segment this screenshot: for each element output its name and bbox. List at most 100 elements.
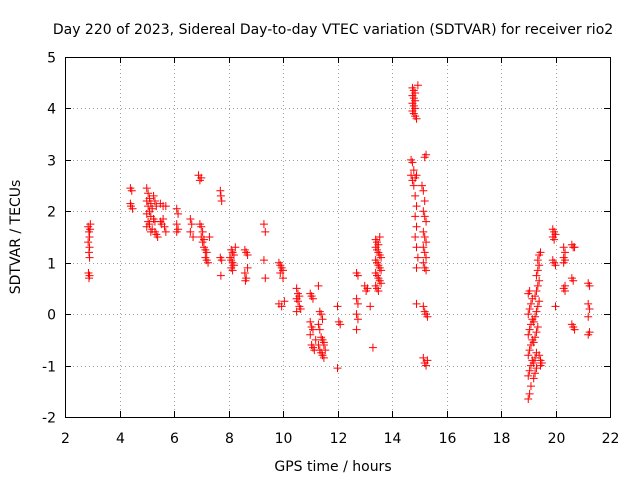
data-point-marker xyxy=(533,281,542,290)
data-point-marker xyxy=(532,328,541,337)
data-point-marker xyxy=(535,261,544,270)
data-point-marker xyxy=(532,364,541,373)
x-tick-label: 12 xyxy=(330,431,348,447)
data-point-marker xyxy=(161,227,170,236)
data-point-marker xyxy=(85,253,94,262)
data-points xyxy=(84,81,594,403)
data-point-marker xyxy=(198,238,207,247)
data-point-marker xyxy=(412,114,421,123)
data-point-marker xyxy=(375,233,384,241)
data-point-marker xyxy=(311,335,320,344)
data-point-marker xyxy=(353,271,362,280)
plot-frame xyxy=(65,57,611,418)
data-point-marker xyxy=(292,284,301,293)
data-point-marker xyxy=(535,276,544,285)
data-point-marker xyxy=(551,302,560,311)
data-point-marker xyxy=(292,307,301,316)
data-point-marker xyxy=(413,253,422,262)
data-point-marker xyxy=(352,294,361,303)
data-point-marker xyxy=(217,197,226,205)
data-point-marker xyxy=(318,315,327,324)
data-point-marker xyxy=(172,227,181,236)
data-point-marker xyxy=(280,297,289,306)
data-point-marker xyxy=(128,204,137,213)
data-point-marker xyxy=(526,299,535,308)
data-point-marker xyxy=(174,209,183,218)
data-point-marker xyxy=(412,222,421,231)
data-point-marker xyxy=(585,305,594,313)
data-point-marker xyxy=(319,341,328,349)
y-tick-label: 1 xyxy=(47,257,56,273)
y-tick-label: 3 xyxy=(47,154,56,170)
x-axis-label: GPS time / hours xyxy=(274,459,391,475)
data-point-marker xyxy=(525,346,534,355)
data-point-marker xyxy=(229,251,238,259)
data-point-marker xyxy=(525,305,534,313)
data-point-marker xyxy=(84,274,93,283)
data-point-marker xyxy=(240,269,249,277)
data-point-marker xyxy=(228,266,237,275)
data-point-marker xyxy=(559,243,568,252)
data-point-marker xyxy=(524,310,533,319)
data-point-marker xyxy=(419,243,428,252)
data-point-marker xyxy=(533,256,542,265)
data-point-marker xyxy=(422,238,431,247)
data-point-marker xyxy=(204,258,213,267)
data-point-marker xyxy=(127,186,136,195)
x-tick-label: 20 xyxy=(548,431,566,447)
data-point-marker xyxy=(353,299,362,308)
data-point-marker xyxy=(144,189,153,198)
data-point-marker xyxy=(317,310,326,319)
data-point-marker xyxy=(152,202,161,211)
data-point-marker xyxy=(216,186,225,195)
data-point-marker xyxy=(153,233,162,241)
data-point-marker xyxy=(409,166,418,175)
data-point-marker xyxy=(377,266,386,275)
data-point-marker xyxy=(277,302,286,311)
data-point-marker xyxy=(417,181,426,190)
data-point-marker xyxy=(413,81,422,90)
x-tick-label: 4 xyxy=(116,431,125,447)
data-point-marker xyxy=(293,297,302,306)
data-point-marker xyxy=(584,330,593,339)
data-point-marker xyxy=(420,197,429,205)
data-point-marker xyxy=(569,276,578,285)
data-point-marker xyxy=(559,258,568,267)
data-point-marker xyxy=(525,325,534,334)
data-point-marker xyxy=(531,333,540,342)
data-point-marker xyxy=(529,338,538,347)
data-point-marker xyxy=(529,317,538,326)
data-point-marker xyxy=(144,217,153,226)
data-point-marker xyxy=(525,389,534,398)
data-point-marker xyxy=(570,325,579,334)
data-point-marker xyxy=(377,279,386,288)
data-point-marker xyxy=(231,243,240,252)
data-point-marker xyxy=(422,217,431,226)
data-point-marker xyxy=(86,220,95,229)
data-point-marker xyxy=(525,287,534,295)
data-point-marker xyxy=(363,284,372,293)
data-point-marker xyxy=(241,276,250,285)
data-point-marker xyxy=(531,353,540,362)
data-point-marker xyxy=(225,253,234,262)
data-point-marker xyxy=(551,261,560,270)
data-point-marker xyxy=(336,320,345,329)
data-point-marker xyxy=(377,253,386,262)
y-tick-label: -2 xyxy=(42,411,56,427)
data-point-marker xyxy=(159,215,168,223)
data-point-marker xyxy=(419,227,428,236)
data-point-marker xyxy=(306,330,315,339)
data-point-marker xyxy=(422,361,431,370)
data-point-marker xyxy=(259,256,268,265)
data-point-marker xyxy=(142,184,151,193)
data-point-marker xyxy=(279,274,287,283)
data-point-marker xyxy=(524,371,533,380)
data-point-marker xyxy=(216,271,225,280)
data-point-marker xyxy=(186,227,195,236)
data-point-marker xyxy=(409,181,418,190)
y-axis-label: SDTVAR / TECUs xyxy=(8,180,24,295)
x-tick-label: 10 xyxy=(275,431,293,447)
data-point-marker xyxy=(243,251,252,259)
x-tick-label: 18 xyxy=(493,431,511,447)
data-point-marker xyxy=(243,263,252,272)
